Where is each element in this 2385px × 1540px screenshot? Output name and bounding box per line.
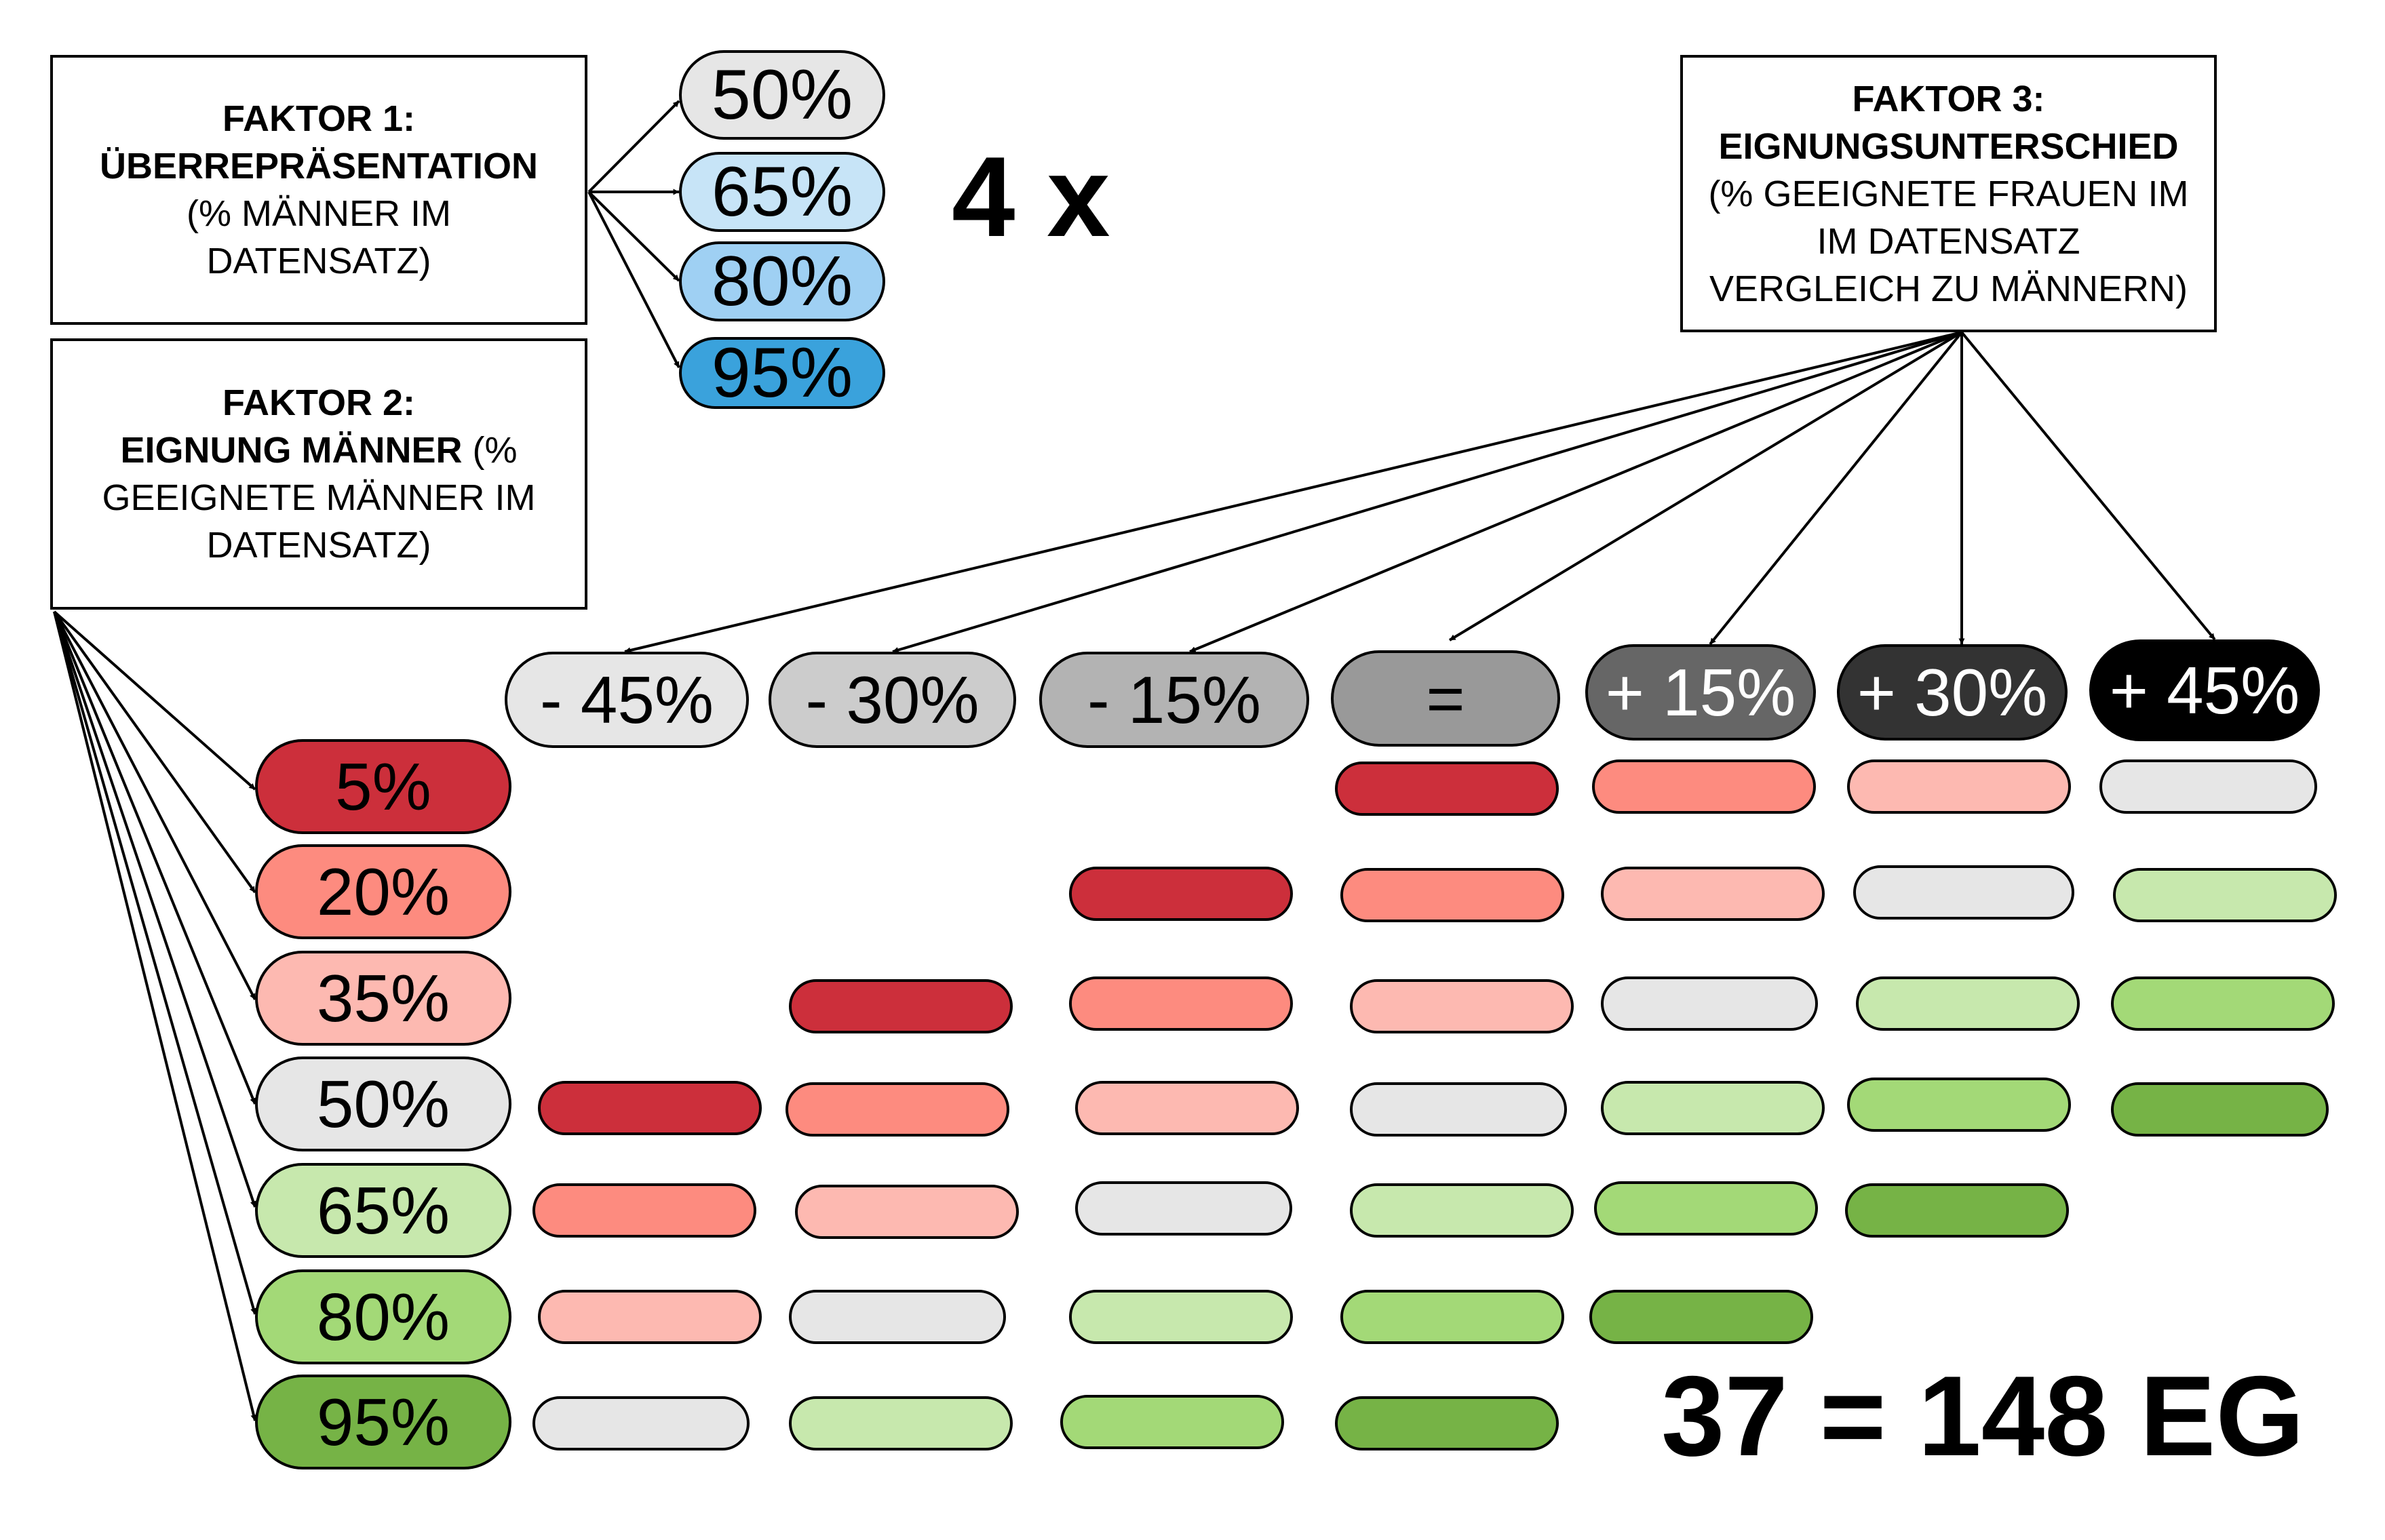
grid-cell bbox=[1060, 1395, 1284, 1449]
factor1-level-pill: 65% bbox=[679, 152, 885, 232]
factor3-level-pill: - 30% bbox=[769, 652, 1016, 748]
connector-arrow bbox=[53, 610, 256, 894]
grid-cell bbox=[2111, 1082, 2329, 1137]
factor2-level-pill: 35% bbox=[255, 951, 511, 1046]
connector-arrow bbox=[624, 331, 1962, 654]
connector-arrow bbox=[1448, 331, 1963, 641]
grid-cell bbox=[1594, 1181, 1818, 1236]
connector-arrow bbox=[892, 331, 1962, 653]
factor2-level-pill: 80% bbox=[255, 1269, 511, 1364]
grid-cell bbox=[1601, 976, 1818, 1031]
factor1-desc-line2: DATENSATZ) bbox=[206, 241, 431, 281]
factor2-subtitle-tail: (% bbox=[462, 430, 518, 471]
connector-arrow bbox=[53, 611, 256, 1105]
grid-cell bbox=[1601, 1081, 1825, 1135]
grid-cell bbox=[538, 1290, 762, 1344]
connector-arrow bbox=[53, 611, 256, 1208]
total-label: 37 = 148 EG bbox=[1661, 1352, 2305, 1480]
factor2-level-pill: 95% bbox=[255, 1375, 511, 1469]
grid-cell bbox=[1847, 1078, 2071, 1132]
grid-cell bbox=[1075, 1181, 1292, 1236]
grid-cell bbox=[1069, 1290, 1293, 1344]
factor1-box: FAKTOR 1: ÜBERREPRÄSENTATION (% MÄNNER I… bbox=[50, 55, 587, 325]
factor1-subtitle: ÜBERREPRÄSENTATION bbox=[99, 146, 539, 186]
grid-cell bbox=[2113, 868, 2337, 922]
grid-cell bbox=[1335, 762, 1559, 816]
grid-cell bbox=[1856, 976, 2080, 1031]
factor2-desc-line1: GEEIGNETE MÄNNER IM bbox=[102, 477, 536, 518]
grid-cell bbox=[1847, 759, 2071, 814]
grid-cell bbox=[789, 979, 1013, 1033]
factor1-level-pill: 50% bbox=[679, 50, 885, 140]
connector-arrow bbox=[1960, 331, 2216, 641]
connector-arrow bbox=[1189, 331, 1962, 653]
grid-cell bbox=[1350, 1183, 1574, 1238]
grid-cell bbox=[1350, 1082, 1567, 1137]
factor2-subtitle: EIGNUNG MÄNNER bbox=[120, 430, 463, 471]
connector-arrow bbox=[53, 610, 256, 791]
grid-cell bbox=[1069, 976, 1293, 1031]
factor3-level-pill: + 45% bbox=[2089, 639, 2320, 741]
factor3-level-pill: - 15% bbox=[1039, 652, 1309, 748]
factor1-level-pill: 95% bbox=[679, 334, 885, 412]
factor3-title: FAKTOR 3: bbox=[1852, 78, 2045, 119]
grid-cell bbox=[1075, 1081, 1299, 1135]
connector-arrow bbox=[1709, 331, 1963, 646]
connector-arrow bbox=[53, 611, 257, 1421]
grid-cell bbox=[1340, 1290, 1564, 1344]
grid-cell bbox=[532, 1396, 750, 1450]
factor3-desc-line2: IM DATENSATZ bbox=[1817, 220, 2080, 262]
grid-cell bbox=[2111, 976, 2335, 1031]
factor1-title: FAKTOR 1: bbox=[222, 98, 416, 139]
grid-cell bbox=[532, 1183, 756, 1238]
factor2-desc-line2: DATENSATZ) bbox=[206, 525, 431, 566]
grid-cell bbox=[1069, 867, 1293, 921]
grid-cell bbox=[786, 1082, 1009, 1137]
grid-cell bbox=[1601, 867, 1825, 921]
grid-cell bbox=[1350, 979, 1574, 1033]
factor3-level-pill: - 45% bbox=[505, 652, 749, 748]
grid-cell bbox=[1853, 865, 2074, 920]
factor2-level-pill: 5% bbox=[255, 739, 511, 834]
grid-cell bbox=[789, 1396, 1013, 1450]
factor2-level-pill: 20% bbox=[255, 844, 511, 939]
grid-cell bbox=[2099, 759, 2317, 814]
factor3-desc-line1: (% GEEIGNETE FRAUEN IM bbox=[1708, 173, 2189, 214]
grid-cell bbox=[1845, 1183, 2069, 1238]
connector-arrow bbox=[587, 191, 680, 368]
connector-arrow bbox=[53, 611, 256, 1000]
grid-cell bbox=[1335, 1396, 1559, 1450]
connector-arrow bbox=[587, 191, 680, 282]
factor3-level-pill: + 30% bbox=[1837, 644, 2068, 741]
grid-cell bbox=[789, 1290, 1006, 1344]
factor2-box: FAKTOR 2: EIGNUNG MÄNNER (% GEEIGNETE MÄ… bbox=[50, 338, 587, 610]
factor3-level-pill: + 15% bbox=[1585, 644, 1816, 741]
grid-cell bbox=[1340, 868, 1564, 922]
factor3-level-pill: = bbox=[1331, 650, 1560, 747]
connector-arrow bbox=[53, 611, 256, 1315]
factor2-level-pill: 50% bbox=[255, 1057, 511, 1151]
grid-cell bbox=[1592, 759, 1816, 814]
factor1-desc-line1: (% MÄNNER IM bbox=[187, 193, 451, 234]
grid-cell bbox=[795, 1185, 1019, 1239]
factor3-box: FAKTOR 3: EIGNUNGSUNTERSCHIED (% GEEIGNE… bbox=[1680, 55, 2217, 332]
factor2-title: FAKTOR 2: bbox=[222, 382, 416, 423]
connector-arrow bbox=[587, 100, 680, 193]
factor3-desc-line3: VERGLEICH ZU MÄNNERN) bbox=[1709, 268, 2188, 309]
multiplier-label: 4 x bbox=[952, 133, 1110, 260]
grid-cell bbox=[538, 1081, 762, 1135]
factor2-level-pill: 65% bbox=[255, 1163, 511, 1258]
factor1-level-pill: 80% bbox=[679, 241, 885, 321]
grid-cell bbox=[1589, 1290, 1813, 1344]
factor3-subtitle: EIGNUNGSUNTERSCHIED bbox=[1718, 125, 2179, 167]
